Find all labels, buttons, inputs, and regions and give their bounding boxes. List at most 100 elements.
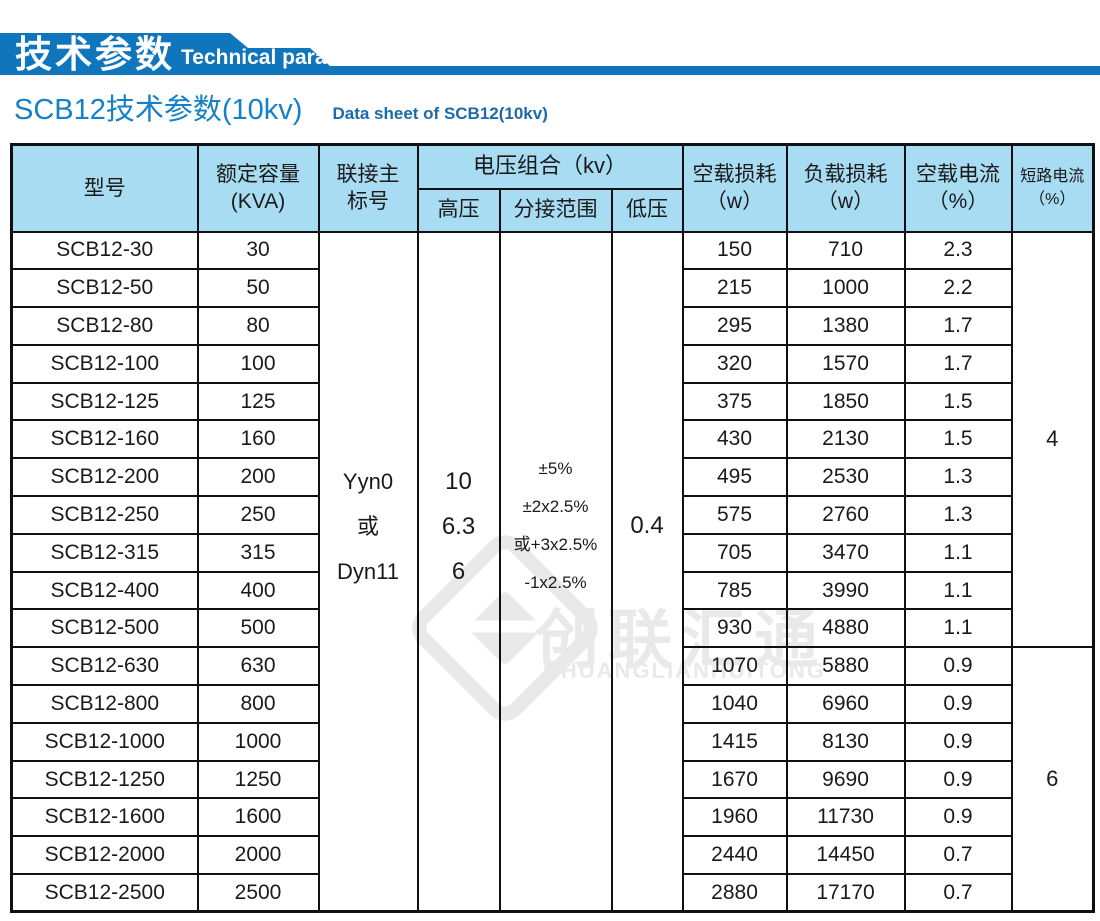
subtitle-cn: SCB12技术参数(10kv) <box>14 94 303 126</box>
table-header: 型号 额定容量 (KVA) 联接主 标号 电压组合（kv） 空载损耗 （w） 负… <box>10 143 1095 233</box>
cell-no-load-current: 1.3 <box>903 495 1013 535</box>
cell-no-load-current: 1.3 <box>903 457 1013 498</box>
cell-load-loss: 1850 <box>785 381 906 422</box>
cell-no-load-loss: 1670 <box>681 759 788 800</box>
cell-kva: 630 <box>196 646 320 687</box>
table-row: SCB12-1600 1600 1960 11730 0.9 <box>10 797 1094 838</box>
cell-hv: 10 6.3 6 <box>416 230 501 913</box>
cell-kva: 160 <box>196 419 320 460</box>
cell-no-load-loss: 2440 <box>681 835 788 876</box>
cell-kva: 80 <box>196 306 320 346</box>
table-row: SCB12-30 30 Yyn0 或 Dyn11 10 6.3 6 ±5% ±2x2.5… <box>10 230 1095 913</box>
cell-no-load-loss: 1040 <box>681 684 788 724</box>
th-hv: 高压 <box>416 187 501 233</box>
cell-no-load-current: 0.9 <box>903 646 1013 687</box>
cell-short-circuit: 6 <box>1010 646 1095 913</box>
table-row: SCB12-160 160 430 2130 1.5 <box>10 419 1094 460</box>
cell-model: SCB12-30 <box>10 230 199 271</box>
cell-model: SCB12-160 <box>10 419 199 460</box>
cell-kva: 2500 <box>196 873 320 913</box>
cell-no-load-loss: 930 <box>681 608 788 649</box>
table-row: SCB12-500 500 930 4880 1.1 <box>10 608 1094 649</box>
cell-model: SCB12-250 <box>10 495 199 535</box>
cell-load-loss: 8130 <box>785 721 906 762</box>
cell-no-load-loss: 1070 <box>681 646 788 687</box>
cell-kva: 100 <box>196 343 320 384</box>
cell-load-loss: 2760 <box>785 495 906 535</box>
table-row: SCB12-100 100 320 1570 1.7 <box>10 343 1094 384</box>
cell-no-load-current: 0.9 <box>903 721 1013 762</box>
table-row: SCB12-800 800 1040 6960 0.9 <box>10 684 1094 724</box>
cell-no-load-current: 2.3 <box>903 230 1013 271</box>
cell-no-load-current: 1.1 <box>903 570 1013 611</box>
cell-load-loss: 2530 <box>785 457 906 498</box>
th-load-loss: 负载损耗 （w） <box>785 143 906 233</box>
cell-load-loss: 1570 <box>785 343 906 384</box>
table-row: SCB12-80 80 295 1380 1.7 <box>10 306 1094 346</box>
cell-no-load-loss: 495 <box>681 457 788 498</box>
table-body: SCB12-30 30 Yyn0 或 Dyn11 10 6.3 6 ±5% ±2x2.5… <box>10 230 1095 913</box>
cell-load-loss: 6960 <box>785 684 906 724</box>
cell-model: SCB12-400 <box>10 570 199 611</box>
cell-no-load-current: 2.2 <box>903 268 1013 309</box>
banner-title-en: Technical parameter <box>181 46 384 69</box>
cell-no-load-loss: 575 <box>681 495 788 535</box>
cell-kva: 315 <box>196 532 320 573</box>
table-row: SCB12-400 400 785 3990 1.1 <box>10 570 1094 611</box>
cell-short-circuit: 4 <box>1010 230 1095 649</box>
cell-load-loss: 4880 <box>785 608 906 649</box>
cell-kva: 1600 <box>196 797 320 838</box>
banner-title-cn: 技术参数 <box>15 34 175 75</box>
cell-no-load-loss: 150 <box>681 230 788 271</box>
cell-model: SCB12-100 <box>10 343 199 384</box>
cell-model: SCB12-800 <box>10 684 199 724</box>
cell-model: SCB12-125 <box>10 381 199 422</box>
cell-load-loss: 5880 <box>785 646 906 687</box>
cell-load-loss: 3470 <box>785 532 906 573</box>
cell-no-load-current: 1.5 <box>903 381 1013 422</box>
cell-load-loss: 710 <box>785 230 906 271</box>
cell-no-load-loss: 785 <box>681 570 788 611</box>
table-row: SCB12-50 50 215 1000 2.2 <box>10 268 1094 309</box>
cell-kva: 1250 <box>196 759 320 800</box>
table-row: SCB12-630 630 1070 5880 0.9 6 <box>10 646 1095 913</box>
th-connection: 联接主 标号 <box>317 143 419 233</box>
table-row: SCB12-1250 1250 1670 9690 0.9 <box>10 759 1094 800</box>
cell-load-loss: 17170 <box>785 873 906 913</box>
th-voltage-group: 电压组合（kv） <box>416 143 684 190</box>
cell-no-load-current: 1.7 <box>903 343 1013 384</box>
cell-kva: 200 <box>196 457 320 498</box>
cell-kva: 1000 <box>196 721 320 762</box>
cell-no-load-current: 0.7 <box>903 873 1013 913</box>
cell-kva: 250 <box>196 495 320 535</box>
cell-load-loss: 11730 <box>785 797 906 838</box>
cell-model: SCB12-2000 <box>10 835 199 876</box>
cell-kva: 500 <box>196 608 320 649</box>
cell-kva: 125 <box>196 381 320 422</box>
cell-load-loss: 1380 <box>785 306 906 346</box>
cell-no-load-loss: 295 <box>681 306 788 346</box>
cell-no-load-loss: 705 <box>681 532 788 573</box>
section-subtitle: SCB12技术参数(10kv) Data sheet of SCB12(10kv… <box>14 86 548 128</box>
header-row-top: 型号 额定容量 (KVA) 联接主 标号 电压组合（kv） 空载损耗 （w） 负… <box>10 143 1095 233</box>
cell-no-load-current: 0.9 <box>903 684 1013 724</box>
cell-lv: 0.4 <box>610 230 684 913</box>
cell-model: SCB12-500 <box>10 608 199 649</box>
cell-load-loss: 9690 <box>785 759 906 800</box>
cell-model: SCB12-1250 <box>10 759 199 800</box>
header-row-sub: 高压 分接范围 低压 <box>12 187 1094 233</box>
th-tap-range: 分接范围 <box>498 187 613 233</box>
cell-connection: Yyn0 或 Dyn11 <box>317 230 419 913</box>
th-no-load-loss: 空载损耗 （w） <box>681 143 788 233</box>
cell-model: SCB12-80 <box>10 306 199 346</box>
cell-no-load-current: 0.7 <box>903 835 1013 876</box>
table-row: SCB12-2500 2500 2880 17170 0.7 <box>10 873 1094 913</box>
th-lv: 低压 <box>610 187 684 233</box>
cell-load-loss: 3990 <box>785 570 906 611</box>
cell-no-load-loss: 375 <box>681 381 788 422</box>
cell-kva: 30 <box>196 230 320 271</box>
cell-model: SCB12-50 <box>10 268 199 309</box>
cell-no-load-loss: 2880 <box>681 873 788 913</box>
cell-tap-range: ±5% ±2x2.5% 或+3x2.5% -1x2.5% <box>498 230 613 913</box>
cell-no-load-loss: 1960 <box>681 797 788 838</box>
